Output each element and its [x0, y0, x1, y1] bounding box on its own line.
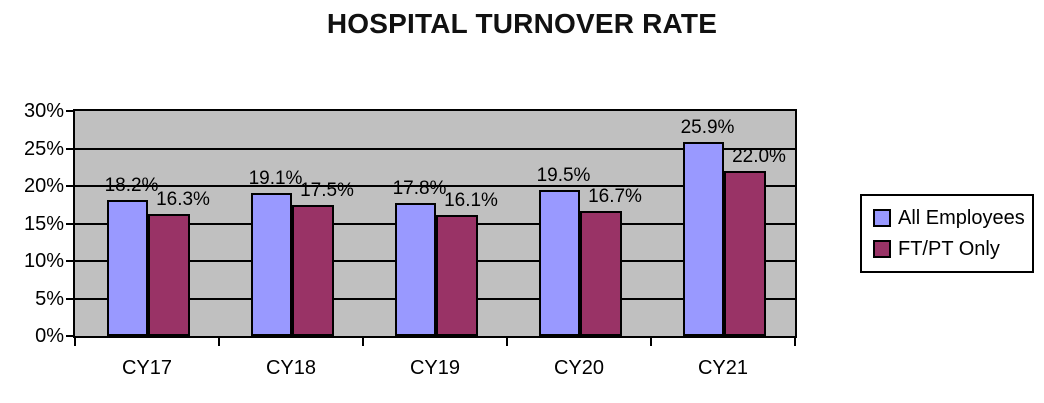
x-tick-mark: [74, 338, 76, 346]
y-tick-mark: [66, 185, 75, 187]
x-tick-mark: [506, 338, 508, 346]
gridline: [75, 185, 795, 187]
data-label-cy19-ftpt: 16.1%: [444, 190, 498, 212]
bar-all-employees-cy21: [683, 141, 724, 336]
data-label-cy20-all: 19.5%: [536, 164, 591, 186]
bar-all-employees-cy19: [395, 202, 436, 336]
y-tick-label-15pct: 15%: [23, 212, 64, 235]
chart-title: HOSPITAL TURNOVER RATE: [326, 8, 718, 39]
legend: All Employees FT/PT Only: [860, 194, 1034, 273]
data-label-cy21-all: 25.9%: [680, 116, 735, 138]
x-tick-mark: [218, 338, 220, 346]
data-label-cy20-ftpt: 16.7%: [588, 185, 642, 207]
x-tick-label-cy21: CY21: [697, 357, 749, 379]
y-tick-mark: [66, 222, 75, 225]
y-tick-label-5pct: 5%: [35, 287, 64, 310]
gridline: [75, 147, 795, 150]
data-label-cy18-all: 19.1%: [248, 167, 303, 189]
y-tick-mark: [66, 297, 75, 300]
bar-ft-pt-only-cy19: [436, 215, 478, 336]
x-tick-mark: [362, 338, 364, 346]
x-tick-label-cy19: CY19: [409, 357, 461, 379]
data-label-cy18-ftpt: 17.5%: [300, 179, 354, 201]
legend-label-ftpt-only: FT/PT Only: [898, 238, 1000, 260]
data-label-cy19-all: 17.8%: [392, 177, 447, 199]
data-label-cy17-ftpt: 16.3%: [156, 188, 210, 210]
x-tick-label-cy20: CY20: [553, 357, 605, 379]
legend-item-ftpt-only: FT/PT Only: [873, 235, 1026, 263]
bar-ft-pt-only-cy21: [724, 171, 766, 336]
bar-ft-pt-only-cy17: [148, 213, 190, 336]
bar-ft-pt-only-cy20: [580, 210, 622, 336]
y-tick-mark: [66, 110, 75, 112]
y-tick-label-20pct: 20%: [23, 175, 64, 197]
legend-label-all-employees: All Employees: [898, 207, 1025, 229]
x-tick-mark: [794, 338, 796, 346]
y-tick-mark: [66, 335, 75, 337]
x-tick-mark: [650, 338, 652, 346]
y-tick-mark: [66, 260, 75, 262]
y-tick-label-30pct: 30%: [23, 100, 64, 122]
x-tick-label-cy17: CY17: [121, 357, 173, 379]
legend-swatch-all-employees-icon: [873, 209, 891, 227]
data-label-cy21-ftpt: 22.0%: [732, 146, 786, 167]
bar-ft-pt-only-cy18: [292, 204, 334, 336]
data-label-cy17-all: 18.2%: [104, 174, 159, 196]
y-tick-label-0pct: 0%: [35, 325, 64, 347]
bar-all-employees-cy18: [251, 192, 292, 336]
legend-swatch-ftpt-only-icon: [873, 240, 891, 258]
bar-all-employees-cy17: [107, 199, 148, 336]
legend-item-all-employees: All Employees: [873, 204, 1026, 232]
bar-all-employees-cy20: [539, 189, 580, 336]
y-tick-mark: [66, 147, 75, 150]
x-tick-label-cy18: CY18: [265, 357, 317, 379]
y-tick-label-10pct: 10%: [23, 250, 64, 272]
plot-area: 18.2% 19.1% 17.8% 19.5% 25.9% 16.3% 17.5% 16.1%…: [73, 109, 797, 338]
y-tick-label-25pct: 25%: [23, 137, 64, 160]
